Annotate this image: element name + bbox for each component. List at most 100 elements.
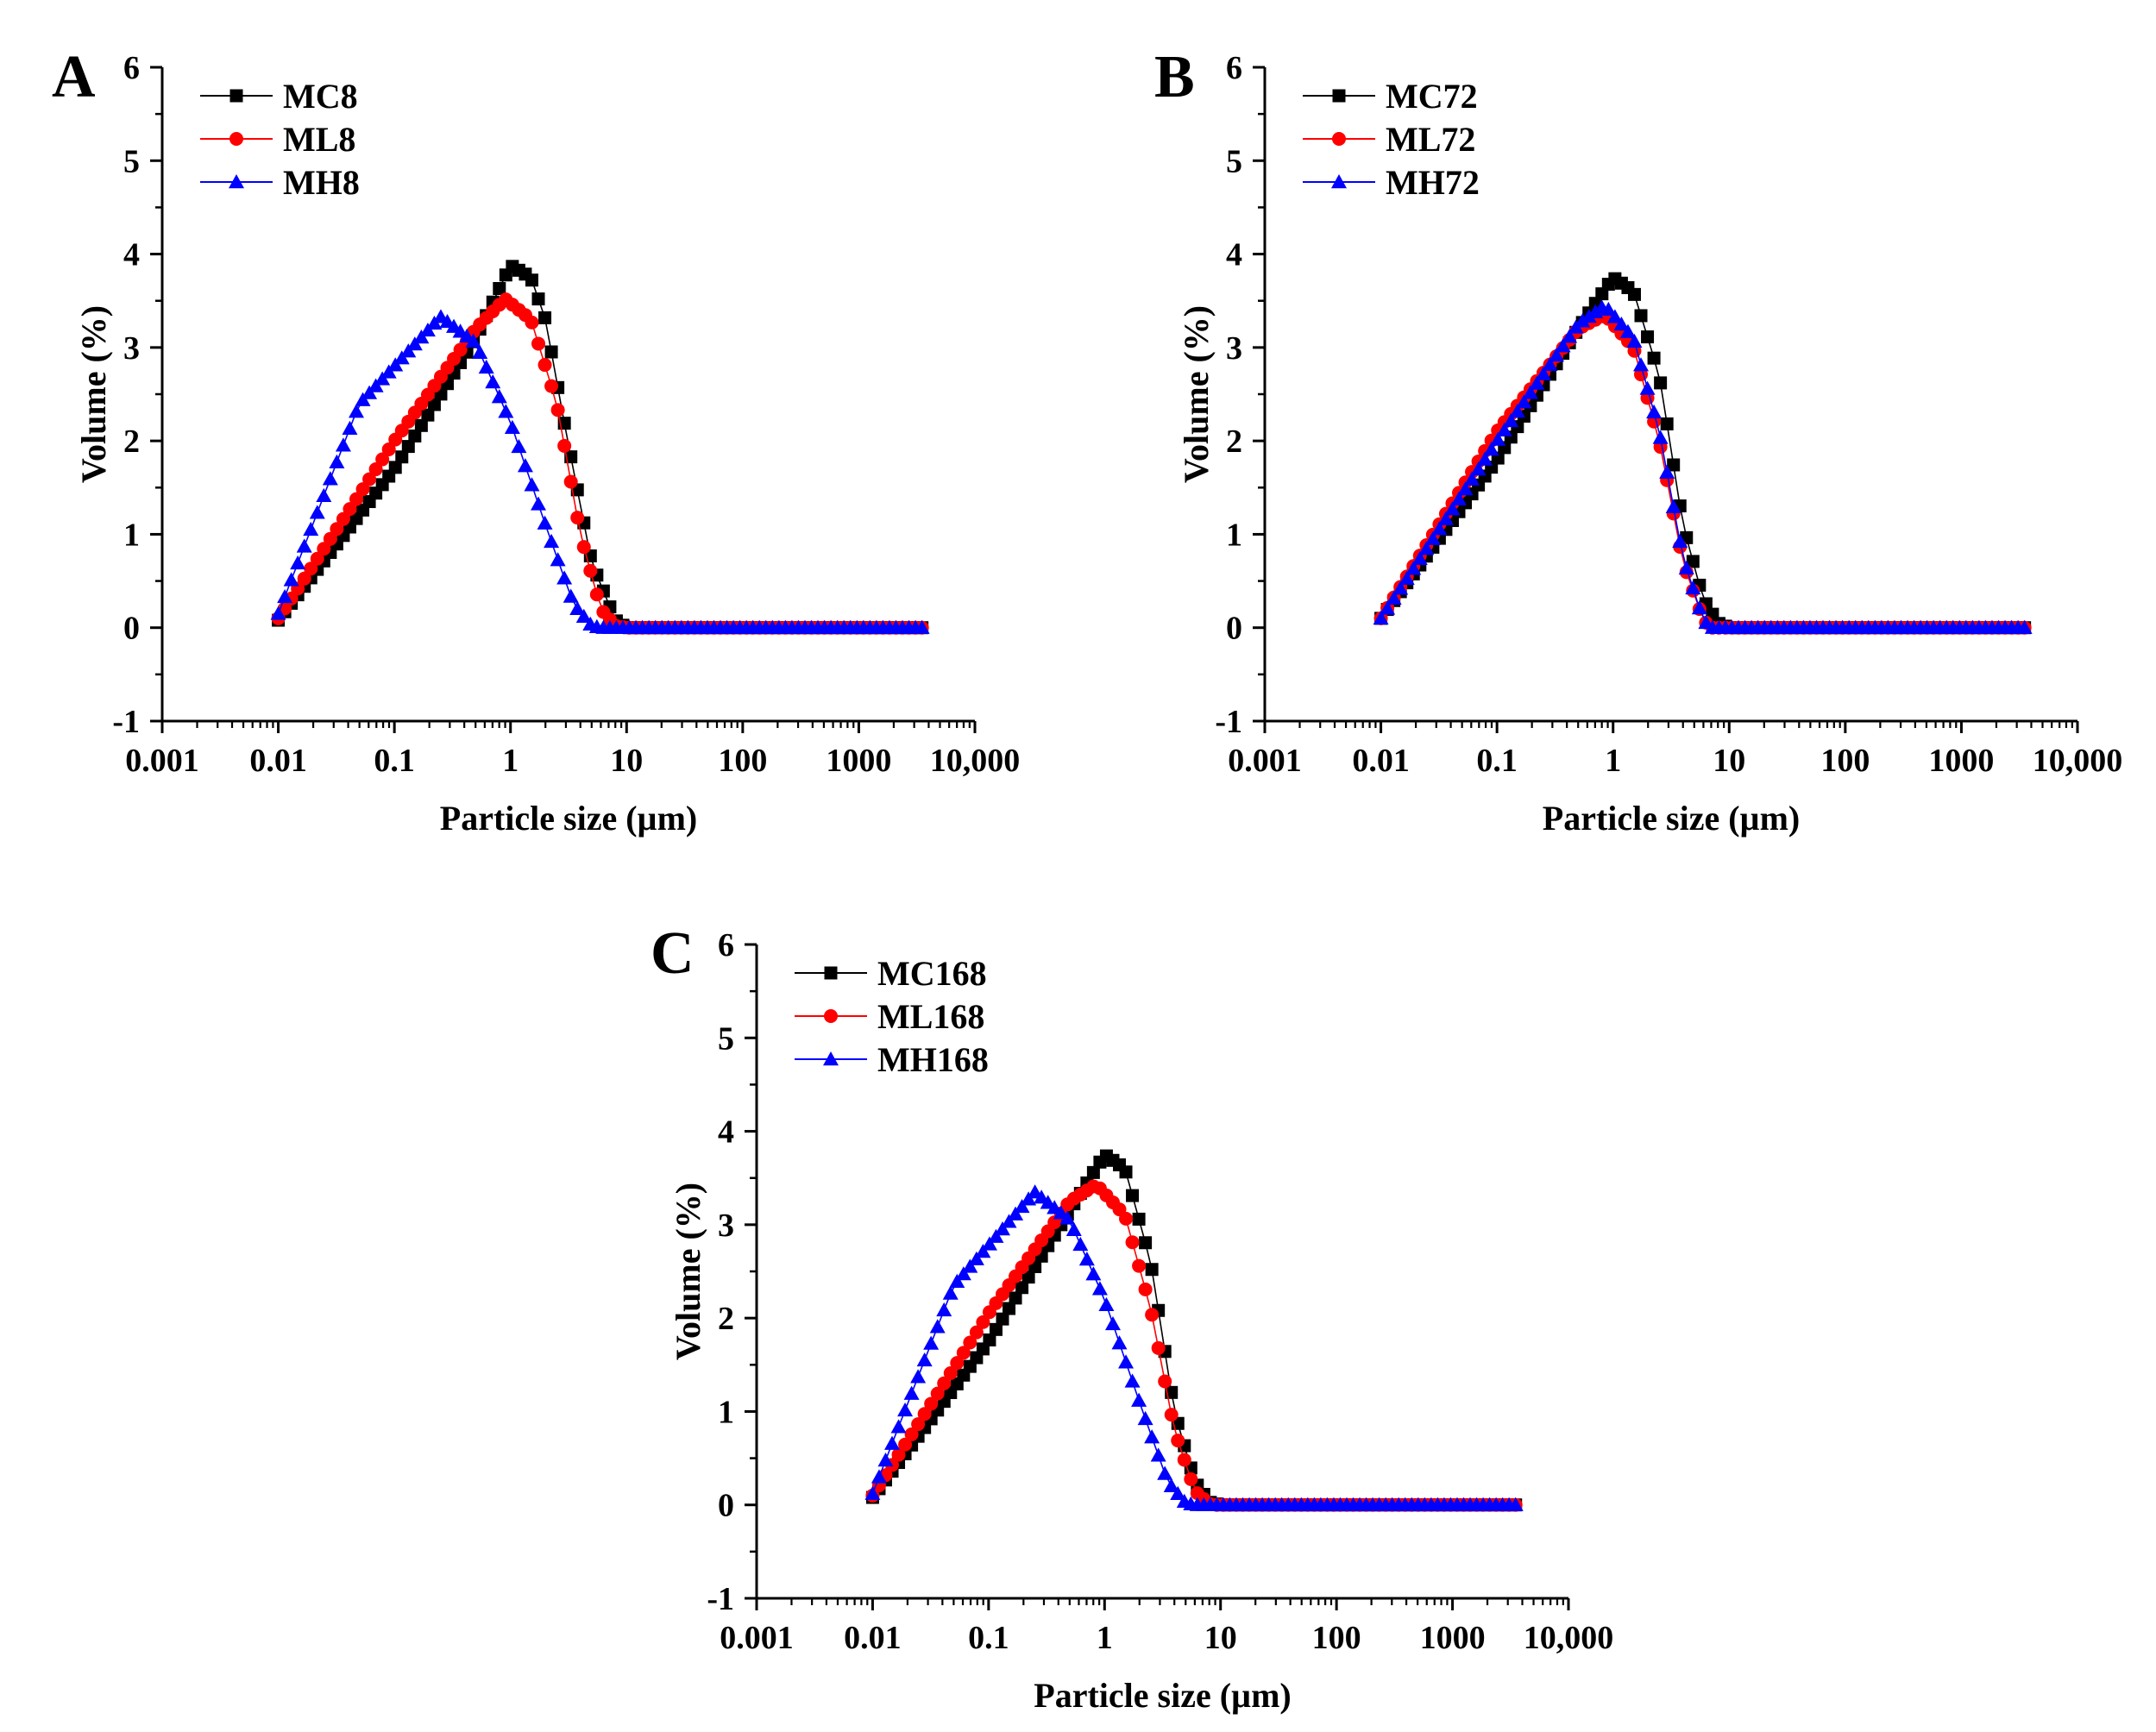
- data-point: [1516, 394, 1532, 409]
- series-mh168: [864, 1184, 1524, 1511]
- legend-marker: [229, 174, 244, 189]
- data-point: [310, 551, 324, 566]
- data-point: [968, 1251, 984, 1265]
- data-point: [537, 515, 553, 530]
- data-point: [1470, 461, 1487, 476]
- x-tick-label: 100: [1312, 1620, 1361, 1656]
- data-point: [1021, 1191, 1037, 1206]
- x-tick-label: 10,000: [1524, 1620, 1614, 1656]
- data-point: [1132, 1212, 1146, 1226]
- data-point: [557, 438, 572, 453]
- data-point: [1503, 412, 1519, 428]
- panel-label: A: [52, 44, 96, 110]
- x-tick-label: 100: [1820, 743, 1870, 779]
- panel-a: A -1 0 1 2 3 4 5 6 0.001 0.01 0.1 1 10 100 1000 10,000 Pa…: [52, 44, 1020, 838]
- data-point: [525, 315, 539, 329]
- data-point: [1104, 1315, 1121, 1331]
- x-tick-label: 1: [502, 743, 519, 779]
- y-tick-label: -1: [1215, 704, 1242, 740]
- data-point: [342, 420, 358, 435]
- data-point: [981, 1236, 997, 1251]
- data-point: [531, 292, 545, 306]
- data-point: [1139, 1236, 1153, 1250]
- data-point: [498, 404, 514, 418]
- data-point: [472, 344, 488, 359]
- data-point: [1686, 555, 1700, 568]
- x-tick-label: 0.001: [125, 743, 199, 779]
- data-point: [335, 437, 351, 452]
- legend-entry: MH72: [1303, 163, 1480, 202]
- y-tick-label: -1: [707, 1581, 734, 1617]
- x-tick-label: 10: [1713, 743, 1745, 779]
- data-point: [544, 379, 559, 393]
- x-axis-title: Particle size (µm): [440, 799, 697, 838]
- y-tick-label: 1: [718, 1394, 734, 1430]
- data-point: [942, 1285, 959, 1300]
- data-point: [556, 570, 573, 585]
- data-point: [1399, 570, 1415, 585]
- data-point: [1126, 1189, 1140, 1202]
- data-point: [1163, 1478, 1179, 1492]
- data-point: [1085, 1266, 1102, 1281]
- data-point: [283, 572, 299, 587]
- data-point: [994, 1221, 1010, 1236]
- legend-marker: [824, 966, 838, 980]
- data-point: [1634, 309, 1648, 323]
- data-point: [1124, 1373, 1141, 1388]
- data-point: [1627, 287, 1641, 301]
- data-point: [930, 1386, 945, 1401]
- legend-label: MC168: [877, 954, 987, 993]
- data-point: [1507, 1497, 1524, 1511]
- legend-entry: MC72: [1303, 77, 1478, 116]
- data-point: [1562, 329, 1578, 343]
- data-point: [1137, 1410, 1153, 1426]
- y-tick-label: 4: [718, 1114, 734, 1151]
- data-point: [956, 1346, 971, 1360]
- x-tick-label: 0.1: [374, 743, 415, 779]
- data-point: [421, 408, 435, 422]
- y-tick-label: 5: [1226, 143, 1242, 179]
- data-point: [1549, 347, 1565, 362]
- y-tick-label: 1: [1226, 517, 1242, 553]
- series-line: [1380, 278, 2025, 629]
- data-point: [408, 429, 422, 442]
- data-point: [962, 1258, 978, 1273]
- legend-marker: [823, 1051, 839, 1066]
- x-axis-title: Particle size (µm): [1034, 1676, 1291, 1715]
- y-axis-title: Volume (%): [669, 1183, 707, 1360]
- data-point: [897, 1402, 914, 1417]
- data-point: [355, 482, 370, 497]
- data-point: [1144, 1429, 1160, 1444]
- data-point: [1496, 422, 1512, 436]
- data-point: [903, 1385, 920, 1400]
- data-point: [362, 472, 377, 486]
- data-point: [923, 1335, 940, 1350]
- data-point: [576, 540, 591, 555]
- y-tick-label: 3: [718, 1208, 734, 1244]
- y-tick-label: 1: [123, 517, 140, 553]
- data-point: [1542, 356, 1558, 372]
- data-point: [563, 474, 578, 489]
- data-point: [504, 419, 520, 435]
- data-point: [975, 1244, 991, 1258]
- panel-label: C: [651, 920, 695, 987]
- data-point: [343, 502, 357, 517]
- y-tick-label: 3: [1226, 330, 1242, 367]
- x-tick-label: 1: [1605, 743, 1621, 779]
- data-point: [955, 1266, 971, 1281]
- data-point: [493, 281, 506, 295]
- data-point: [864, 1485, 881, 1500]
- series-mc8: [272, 260, 929, 635]
- x-tick-label: 1: [1097, 1620, 1113, 1656]
- data-point: [1380, 600, 1396, 615]
- data-point: [1606, 309, 1623, 323]
- data-point: [1411, 550, 1428, 565]
- data-point: [1386, 590, 1402, 606]
- data-point: [996, 1312, 1009, 1326]
- data-point: [976, 1315, 990, 1329]
- x-tick-label: 1000: [1928, 743, 1994, 779]
- data-point: [1131, 1392, 1147, 1407]
- y-axis-title: Volume (%): [1177, 305, 1216, 483]
- data-point: [414, 418, 428, 432]
- data-point: [491, 389, 507, 404]
